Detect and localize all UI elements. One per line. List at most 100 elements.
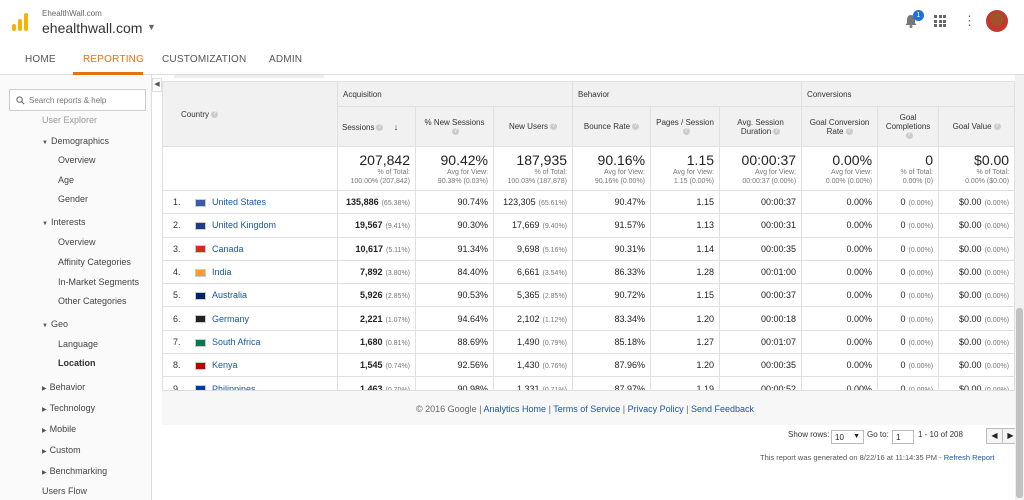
- total-detail: 0.00% ($0.00): [965, 178, 1010, 185]
- country-link[interactable]: Philippines: [212, 383, 256, 394]
- send-feedback-link[interactable]: Send Feedback: [690, 404, 755, 414]
- tab-home[interactable]: HOME: [25, 54, 56, 65]
- sidebar-item-age[interactable]: Age: [58, 175, 75, 185]
- help-icon[interactable]: ?: [845, 127, 853, 135]
- prev-page-button[interactable]: ◀: [986, 428, 1003, 444]
- avatar[interactable]: [986, 10, 1008, 32]
- country-link[interactable]: Canada: [212, 243, 244, 254]
- sidebar-item-interests-overview[interactable]: Overview: [58, 237, 96, 247]
- property-selector[interactable]: ehealthwall.com: [42, 20, 143, 36]
- sidebar-item-mobile[interactable]: ▶ Mobile: [42, 424, 76, 434]
- collapse-sidebar-icon[interactable]: ◀: [152, 78, 162, 92]
- privacy-policy-link[interactable]: Privacy Policy: [627, 404, 684, 414]
- total-detail: 00:00:37 (0.00%): [742, 178, 797, 185]
- table-row[interactable]: 7. South Africa 1,680 (0.81%) 88.69% 1,490 (0.…: [162, 329, 1016, 355]
- goal-completions-cell: 0(0.00%): [877, 329, 940, 355]
- tab-admin[interactable]: ADMIN: [269, 54, 303, 65]
- column-header-goal-completions[interactable]: Goal Completions?: [877, 106, 940, 147]
- column-header-goal-conversion-rate[interactable]: Goal Conversion Rate?: [801, 106, 879, 147]
- help-icon[interactable]: ?: [993, 123, 1001, 131]
- sidebar-item-demographics[interactable]: ▼ Demographics: [42, 136, 109, 146]
- more-options-icon[interactable]: ⋮: [963, 13, 976, 28]
- scrollbar-thumb[interactable]: [1016, 308, 1023, 498]
- chevron-down-icon[interactable]: ▼: [147, 22, 156, 32]
- bounce-rate-cell: 90.31%: [572, 236, 652, 261]
- sidebar-item-interests[interactable]: ▼ Interests: [42, 217, 85, 227]
- sidebar-item-other-categories[interactable]: Other Categories: [58, 296, 127, 306]
- sidebar-item-demographics-overview[interactable]: Overview: [58, 155, 96, 165]
- table-row[interactable]: 6. Germany 2,221 (1.07%) 94.64% 2,102 (1.12%) 8…: [162, 306, 1016, 331]
- sidebar-item-users-flow[interactable]: Users Flow: [42, 486, 88, 496]
- country-link[interactable]: India: [212, 267, 232, 278]
- column-header-pages-session[interactable]: Pages / Session?: [650, 106, 721, 147]
- sidebar-item-in-market-segments[interactable]: In-Market Segments: [58, 277, 140, 287]
- goal-conversion-cell: 0.00%: [801, 329, 879, 355]
- column-header-new-sessions[interactable]: % New Sessions?: [415, 106, 494, 147]
- row-index: 9.: [173, 383, 181, 394]
- table-row[interactable]: 5. Australia 5,926 (2.85%) 90.53% 5,365 (2.85%…: [162, 283, 1016, 308]
- sidebar-item-benchmarking[interactable]: ▶ Benchmarking: [42, 466, 107, 476]
- help-icon[interactable]: ?: [682, 127, 690, 135]
- account-name[interactable]: EhealthWall.com: [42, 9, 102, 18]
- column-header-sessions[interactable]: Sessions? ↓: [337, 106, 416, 147]
- rows-per-page-select[interactable]: 10 ▼: [831, 430, 864, 444]
- terms-of-service-link[interactable]: Terms of Service: [553, 404, 621, 414]
- column-header-bounce-rate[interactable]: Bounce Rate?: [572, 106, 652, 147]
- goal-value: $0.00: [959, 220, 982, 231]
- table-row[interactable]: 1. United States 135,886 (65.38%) 90.74% 123,…: [162, 189, 1016, 215]
- country-link[interactable]: South Africa: [212, 336, 261, 347]
- help-icon[interactable]: ?: [211, 110, 219, 118]
- country-link[interactable]: United States: [212, 197, 267, 208]
- new-users-cell: 123,305 (65.61%): [492, 189, 574, 215]
- tab-reporting[interactable]: REPORTING: [83, 54, 145, 65]
- country-link[interactable]: Germany: [212, 313, 250, 324]
- sessions-value: 19,567: [354, 220, 383, 231]
- sidebar-item-technology[interactable]: ▶ Technology: [42, 403, 95, 413]
- table-row[interactable]: 8. Kenya 1,545 (0.74%) 92.56% 1,430 (0.76%) 87.…: [162, 353, 1016, 378]
- completions-value: 0: [900, 220, 906, 231]
- table-row[interactable]: 3. Canada 10,617 (5.11%) 91.34% 9,698 (5.16%) 9…: [162, 236, 1016, 261]
- page-scrollbar[interactable]: [1015, 75, 1024, 500]
- sidebar-item-language[interactable]: Language: [58, 339, 99, 349]
- sidebar-item-user-explorer[interactable]: User Explorer: [42, 115, 98, 125]
- country-cell: 6. Germany: [162, 306, 338, 331]
- column-header-new-users[interactable]: New Users?: [492, 106, 574, 147]
- help-icon[interactable]: ?: [376, 123, 384, 131]
- table-row[interactable]: 4. India 7,892 (3.80%) 84.40% 6,661 (3.54%) 86.…: [162, 259, 1016, 285]
- sidebar-item-location[interactable]: Location: [58, 358, 96, 368]
- help-icon[interactable]: ?: [632, 123, 640, 131]
- sidebar-item-custom[interactable]: ▶ Custom: [42, 445, 81, 455]
- sort-desc-icon[interactable]: ↓: [393, 121, 399, 132]
- analytics-home-link[interactable]: Analytics Home: [483, 404, 547, 414]
- sidebar-item-affinity-categories[interactable]: Affinity Categories: [58, 257, 131, 267]
- tab-customization[interactable]: CUSTOMIZATION: [162, 54, 247, 65]
- help-icon[interactable]: ?: [452, 127, 459, 135]
- help-icon[interactable]: ?: [550, 123, 558, 131]
- go-to-input[interactable]: 1: [892, 430, 914, 444]
- sessions-cell: 2,221 (1.07%): [337, 306, 416, 331]
- completions-pct: (0.00%): [908, 270, 934, 278]
- goal-value-cell: $0.00(0.00%): [938, 213, 1016, 238]
- country-cell: 5. Australia: [162, 283, 338, 308]
- country-link[interactable]: Kenya: [212, 360, 238, 371]
- help-icon[interactable]: ?: [905, 132, 913, 140]
- flag-icon: [195, 361, 206, 370]
- sidebar-item-gender[interactable]: Gender: [58, 194, 89, 204]
- sidebar-item-behavior[interactable]: ▶ Behavior: [42, 382, 85, 392]
- sidebar-item-geo[interactable]: ▼ Geo: [42, 319, 68, 329]
- new-users-value: 17,669: [511, 220, 540, 231]
- goal-value: $0.00: [959, 243, 982, 254]
- column-header-avg-duration[interactable]: Avg. Session Duration?: [719, 106, 803, 147]
- country-link[interactable]: United Kingdom: [212, 220, 277, 231]
- country-link[interactable]: Australia: [212, 290, 248, 301]
- table-row[interactable]: 2. United Kingdom 19,567 (9.41%) 90.30% 17,66…: [162, 213, 1016, 238]
- column-header-goal-value[interactable]: Goal Value?: [938, 106, 1016, 147]
- help-icon[interactable]: ?: [773, 127, 781, 135]
- apps-grid-icon[interactable]: [934, 15, 946, 27]
- totals-label: [162, 146, 338, 191]
- sessions-cell: 5,926 (2.85%): [337, 283, 416, 308]
- analytics-logo-icon[interactable]: [12, 13, 30, 31]
- refresh-report-link[interactable]: Refresh Report: [943, 453, 995, 462]
- column-header-country[interactable]: Country?: [162, 81, 338, 147]
- search-input[interactable]: Search reports & help: [9, 89, 146, 111]
